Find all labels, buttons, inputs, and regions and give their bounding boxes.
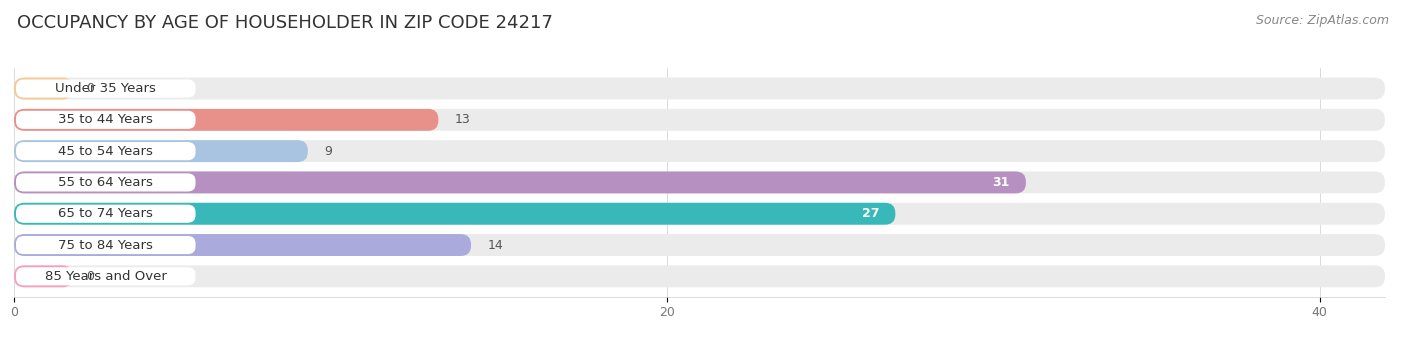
FancyBboxPatch shape (14, 78, 73, 100)
Text: 65 to 74 Years: 65 to 74 Years (58, 207, 153, 220)
FancyBboxPatch shape (14, 172, 1026, 193)
FancyBboxPatch shape (15, 267, 195, 285)
Text: 45 to 54 Years: 45 to 54 Years (58, 145, 153, 158)
FancyBboxPatch shape (15, 111, 195, 129)
Text: 14: 14 (488, 239, 503, 252)
FancyBboxPatch shape (14, 140, 1385, 162)
FancyBboxPatch shape (14, 109, 1385, 131)
Text: 55 to 64 Years: 55 to 64 Years (58, 176, 153, 189)
FancyBboxPatch shape (15, 205, 195, 223)
Text: 0: 0 (86, 82, 94, 95)
Text: Under 35 Years: Under 35 Years (55, 82, 156, 95)
FancyBboxPatch shape (14, 203, 896, 225)
FancyBboxPatch shape (15, 236, 195, 254)
Text: 75 to 84 Years: 75 to 84 Years (58, 239, 153, 252)
FancyBboxPatch shape (14, 109, 439, 131)
FancyBboxPatch shape (14, 265, 73, 287)
FancyBboxPatch shape (14, 172, 1385, 193)
Text: 85 Years and Over: 85 Years and Over (45, 270, 167, 283)
FancyBboxPatch shape (15, 79, 195, 98)
Text: OCCUPANCY BY AGE OF HOUSEHOLDER IN ZIP CODE 24217: OCCUPANCY BY AGE OF HOUSEHOLDER IN ZIP C… (17, 14, 553, 32)
FancyBboxPatch shape (14, 203, 1385, 225)
FancyBboxPatch shape (14, 234, 1385, 256)
Text: 35 to 44 Years: 35 to 44 Years (58, 113, 153, 126)
FancyBboxPatch shape (14, 265, 1385, 287)
FancyBboxPatch shape (14, 140, 308, 162)
FancyBboxPatch shape (15, 142, 195, 160)
Text: 13: 13 (454, 113, 471, 126)
Text: Source: ZipAtlas.com: Source: ZipAtlas.com (1256, 14, 1389, 27)
Text: 0: 0 (86, 270, 94, 283)
Text: 9: 9 (325, 145, 332, 158)
FancyBboxPatch shape (14, 234, 471, 256)
Text: 27: 27 (862, 207, 879, 220)
FancyBboxPatch shape (14, 78, 1385, 100)
Text: 31: 31 (993, 176, 1010, 189)
FancyBboxPatch shape (15, 173, 195, 192)
